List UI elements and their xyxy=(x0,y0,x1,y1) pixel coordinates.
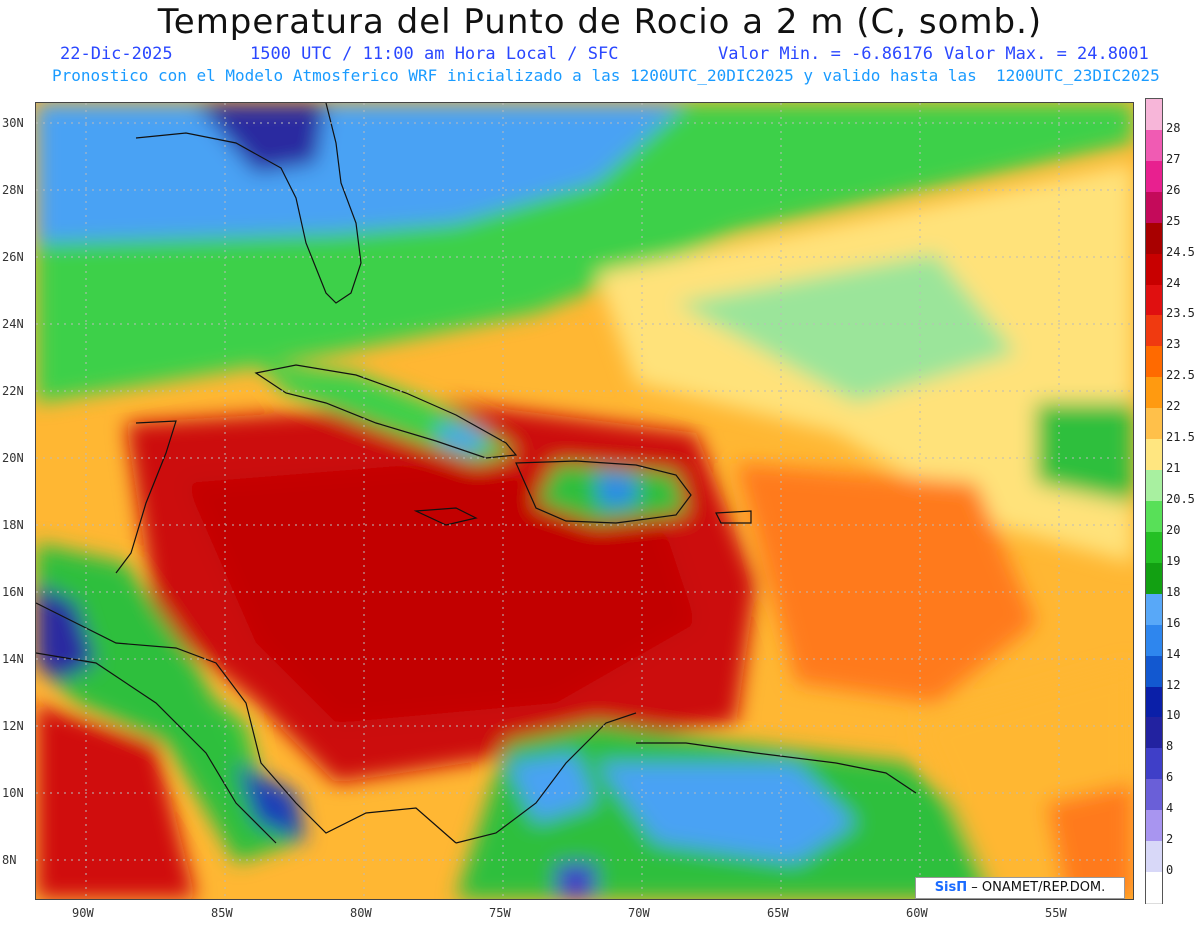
lat-label: 24N xyxy=(2,317,24,331)
colorbar-segment xyxy=(1146,872,1162,904)
colorbar-segment xyxy=(1146,99,1162,131)
lat-label: 30N xyxy=(2,116,24,130)
sispi-logo: SisΠ xyxy=(934,880,968,895)
colorbar-label: 21.5 xyxy=(1166,430,1195,445)
colorbar-segment xyxy=(1146,531,1162,564)
colorbar-segment xyxy=(1146,346,1162,379)
colorbar-segment xyxy=(1146,686,1162,719)
colorbar-label: 23 xyxy=(1166,337,1181,352)
lon-label: 55W xyxy=(1045,906,1067,920)
colorbar-label: 4 xyxy=(1166,801,1174,816)
colorbar-segment xyxy=(1146,129,1162,162)
dewpoint-map[interactable] xyxy=(35,102,1134,900)
lon-label: 90W xyxy=(72,906,94,920)
subtitle-date: 22-Dic-2025 xyxy=(60,44,173,64)
colorbar-label: 20 xyxy=(1166,522,1181,537)
colorbar-label: 19 xyxy=(1166,553,1181,568)
colorbar-label: 22.5 xyxy=(1166,368,1195,383)
lat-label: 28N xyxy=(2,183,24,197)
colorbar-label: 24.5 xyxy=(1166,244,1195,259)
subtitle-model: Pronostico con el Modelo Atmosferico WRF… xyxy=(52,66,1160,85)
colorbar-label: 8 xyxy=(1166,739,1174,754)
colorbar-label: 23.5 xyxy=(1166,306,1195,321)
colorbar-segment xyxy=(1146,655,1162,688)
colorbar-segment xyxy=(1146,470,1162,502)
colorbar-segment xyxy=(1146,779,1162,812)
colorbar-label: 12 xyxy=(1166,677,1181,692)
colorbar-segment xyxy=(1146,717,1162,750)
colorbar-segment xyxy=(1146,191,1162,224)
colorbar-segment xyxy=(1146,222,1162,255)
colorbar-segment xyxy=(1146,624,1162,657)
lat-label: 20N xyxy=(2,451,24,465)
lat-label: 12N xyxy=(2,719,24,733)
colorbar-label: 10 xyxy=(1166,708,1181,723)
lat-label: 8N xyxy=(2,853,17,867)
colorbar-label: 14 xyxy=(1166,646,1181,661)
credit-text: – ONAMET/REP.DOM. xyxy=(971,880,1106,895)
lon-label: 75W xyxy=(489,906,511,920)
colorbar-label: 24 xyxy=(1166,275,1181,290)
lat-label: 22N xyxy=(2,384,24,398)
lat-label: 26N xyxy=(2,250,24,264)
subtitle-time: 1500 UTC / 11:00 am Hora Local / SFC xyxy=(250,44,619,64)
colorbar-segment xyxy=(1146,439,1162,472)
lat-label: 18N xyxy=(2,518,24,532)
colorbar-label: 22 xyxy=(1166,399,1181,414)
lat-label: 14N xyxy=(2,652,24,666)
colorbar-segment xyxy=(1146,377,1162,410)
lon-label: 85W xyxy=(211,906,233,920)
lon-label: 70W xyxy=(628,906,650,920)
colorbar-label: 20.5 xyxy=(1166,492,1195,506)
colorbar xyxy=(1145,98,1163,904)
subtitle-min: Valor Min. = -6.86176 xyxy=(718,44,933,64)
colorbar-label: 2 xyxy=(1166,832,1174,847)
colorbar-label: 28 xyxy=(1166,120,1181,135)
colorbar-segment xyxy=(1146,841,1162,874)
subtitle-max: Valor Max. = 24.8001 xyxy=(944,44,1149,64)
lat-label: 16N xyxy=(2,585,24,599)
colorbar-label: 21 xyxy=(1166,461,1181,476)
colorbar-label: 6 xyxy=(1166,770,1174,785)
colorbar-segment xyxy=(1146,315,1162,348)
colorbar-segment xyxy=(1146,160,1162,193)
colorbar-label: 27 xyxy=(1166,151,1181,166)
colorbar-segment xyxy=(1146,253,1162,286)
colorbar-label: 26 xyxy=(1166,182,1181,197)
colorbar-segment xyxy=(1146,748,1162,781)
colorbar-label: 0 xyxy=(1166,863,1174,878)
colorbar-segment xyxy=(1146,408,1162,441)
lon-label: 60W xyxy=(906,906,928,920)
colorbar-segment xyxy=(1146,593,1162,626)
credit-badge: SisΠ – ONAMET/REP.DOM. xyxy=(915,877,1125,899)
colorbar-label: 18 xyxy=(1166,584,1181,599)
map-title: Temperatura del Punto de Rocio a 2 m (C,… xyxy=(157,2,1043,42)
colorbar-segment xyxy=(1146,501,1162,533)
colorbar-label: 16 xyxy=(1166,615,1181,630)
colorbar-segment xyxy=(1146,810,1162,843)
lat-label: 10N xyxy=(2,786,24,800)
lon-label: 65W xyxy=(767,906,789,920)
colorbar-segment xyxy=(1146,284,1162,317)
colorbar-segment xyxy=(1146,562,1162,595)
lon-label: 80W xyxy=(350,906,372,920)
colorbar-label: 25 xyxy=(1166,213,1181,228)
